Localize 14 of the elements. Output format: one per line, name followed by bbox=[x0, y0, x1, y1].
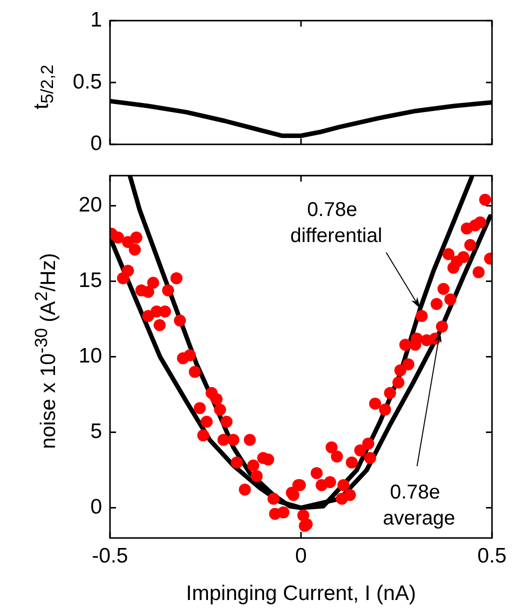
y-tick-label: 5 bbox=[90, 420, 102, 444]
annotation: 0.78e differential bbox=[290, 198, 382, 247]
x-tick-label: 0.5 bbox=[477, 544, 507, 568]
y-tick-label: 10 bbox=[78, 344, 102, 368]
y-tick-label: 0.5 bbox=[72, 70, 102, 94]
y-tick-label: 20 bbox=[78, 194, 102, 217]
y-tick-label: 0 bbox=[90, 496, 102, 519]
annotation: 0.78e average bbox=[382, 482, 456, 530]
y-tick-label: 15 bbox=[78, 269, 102, 292]
x-tick-label: -0.5 bbox=[92, 544, 128, 568]
x-axis-title: Impinging Current, I (nA) bbox=[186, 582, 416, 606]
x-tick-label: 0 bbox=[295, 544, 307, 568]
y-tick-label: 0 bbox=[90, 132, 102, 156]
y-tick-label: 1 bbox=[90, 8, 102, 32]
